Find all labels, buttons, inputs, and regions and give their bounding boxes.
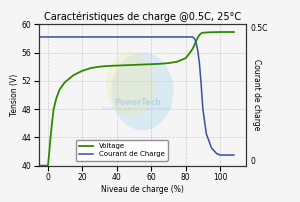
Y-axis label: Tension (V): Tension (V) — [10, 74, 19, 116]
Y-axis label: Courant de charge: Courant de charge — [252, 59, 261, 131]
X-axis label: Niveau de charge (%): Niveau de charge (%) — [101, 185, 184, 194]
Ellipse shape — [106, 53, 154, 116]
Text: 0: 0 — [250, 157, 255, 166]
Legend: Voltage, Courant de Charge: Voltage, Courant de Charge — [76, 140, 168, 161]
Text: 0.5C: 0.5C — [250, 24, 268, 33]
Text: PowerTech: PowerTech — [114, 98, 161, 106]
Title: Caractéristiques de charge @0.5C, 25°C: Caractéristiques de charge @0.5C, 25°C — [44, 12, 241, 22]
Ellipse shape — [112, 53, 173, 130]
Text: ADVANCED ENERGY STORAGE SYSTEMS: ADVANCED ENERGY STORAGE SYSTEMS — [102, 107, 172, 111]
